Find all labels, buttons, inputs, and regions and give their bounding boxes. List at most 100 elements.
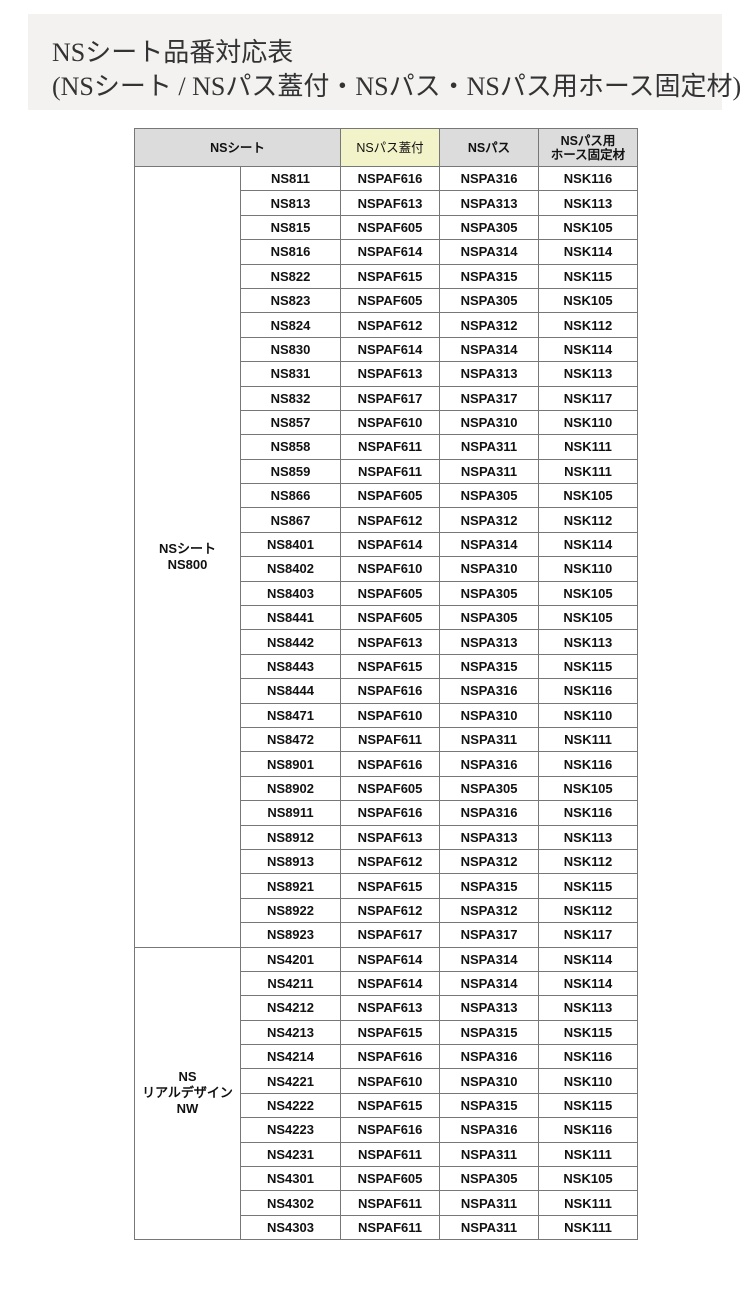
table-row: NSシート NS800 NS811 NSPAF616 NSPA316 NSK116 [134, 165, 638, 948]
pass-cell: NSPA316 [439, 751, 539, 777]
hose-fixing-cell: NSK115 [538, 1092, 638, 1119]
pass-cover-cell: NSPAF617 [340, 922, 440, 948]
pass-cover-cell: NSPAF616 [340, 1117, 440, 1143]
pass-cover-cell: NSPAF611 [340, 434, 440, 460]
sheet-model-cell: NS822 [240, 263, 341, 289]
pass-cover-cell: NSPAF616 [340, 800, 440, 826]
table-row: NS8402 NSPAF610 NSPA310 NSK110 [135, 556, 638, 582]
pass-cover-cell: NSPAF615 [340, 653, 440, 680]
hose-fixing-cell: NSK112 [538, 897, 638, 924]
pass-cell: NSPA314 [439, 970, 539, 997]
pass-cover-cell: NSPAF612 [340, 507, 440, 533]
pass-cover-cell: NSPAF612 [340, 897, 440, 924]
table-row: NS4301 NSPAF605 NSPA305 NSK105 [135, 1166, 638, 1192]
group-label-cell: NS リアルデザイン NW [134, 946, 241, 1241]
pass-cell: NSPA305 [439, 580, 539, 607]
pass-cover-cell: NSPAF611 [340, 1190, 440, 1216]
sheet-model-cell: NS830 [240, 336, 341, 363]
header-ns-sheet: NSシート [134, 128, 341, 167]
pass-cell: NSPA313 [439, 361, 539, 387]
table-row: NS857 NSPAF610 NSPA310 NSK110 [135, 409, 638, 436]
hose-fixing-cell: NSK116 [538, 1117, 638, 1143]
table-row: NS4302 NSPAF611 NSPA311 NSK111 [135, 1190, 638, 1216]
hose-fixing-cell: NSK110 [538, 556, 638, 582]
hose-fixing-cell: NSK114 [538, 946, 638, 972]
hose-fixing-cell: NSK112 [538, 507, 638, 533]
sheet-model-cell: NS8471 [240, 702, 341, 728]
hose-fixing-cell: NSK112 [538, 848, 638, 875]
pass-cell: NSPA315 [439, 263, 539, 289]
pass-cell: NSPA313 [439, 995, 539, 1021]
pass-cover-cell: NSPAF616 [340, 751, 440, 777]
pass-cover-cell: NSPAF617 [340, 385, 440, 411]
sheet-model-cell: NS831 [240, 361, 341, 387]
sheet-model-cell: NS8443 [240, 653, 341, 680]
pass-cell: NSPA311 [439, 434, 539, 460]
pass-cell: NSPA305 [439, 605, 539, 631]
pass-cell: NSPA305 [439, 775, 539, 802]
table-row: NS4211 NSPAF614 NSPA314 NSK114 [135, 970, 638, 997]
pass-cover-cell: NSPAF610 [340, 409, 440, 436]
header-hose-fixing: NSパス用 ホース固定材 [538, 128, 638, 167]
pass-cell: NSPA313 [439, 629, 539, 655]
table-row: NS8922 NSPAF612 NSPA312 NSK112 [135, 897, 638, 924]
pass-cover-cell: NSPAF611 [340, 1214, 440, 1241]
hose-fixing-cell: NSK116 [538, 1044, 638, 1070]
hose-fixing-cell: NSK105 [538, 580, 638, 607]
sheet-model-cell: NS857 [240, 409, 341, 436]
hose-fixing-cell: NSK113 [538, 190, 638, 216]
table-row: NS4223 NSPAF616 NSPA316 NSK116 [135, 1117, 638, 1143]
pass-cell: NSPA314 [439, 239, 539, 265]
header-hose-line2: ホース固定材 [550, 147, 626, 162]
pass-cover-cell: NSPAF611 [340, 726, 440, 753]
table-row: NS4231 NSPAF611 NSPA311 NSK111 [135, 1141, 638, 1168]
table-row: NS832 NSPAF617 NSPA317 NSK117 [135, 385, 638, 411]
table-row: NS823 NSPAF605 NSPA305 NSK105 [135, 287, 638, 314]
pass-cover-cell: NSPAF605 [340, 605, 440, 631]
pass-cell: NSPA315 [439, 1092, 539, 1119]
title-banner: NSシート品番対応表 (NSシート / NSパス蓋付・NSパス・NSパス用ホース… [28, 14, 741, 110]
table-row: NS リアルデザイン NW NS4201 NSPAF614 NSPA314 NSK114 [134, 946, 638, 1241]
pass-cover-cell: NSPAF610 [340, 1068, 440, 1094]
pass-cell: NSPA316 [439, 165, 539, 192]
pass-cell: NSPA311 [439, 1214, 539, 1241]
hose-fixing-cell: NSK105 [538, 775, 638, 802]
sheet-model-cell: NS4303 [240, 1214, 341, 1241]
sheet-model-cell: NS8922 [240, 897, 341, 924]
hose-fixing-cell: NSK114 [538, 239, 638, 265]
hose-fixing-cell: NSK105 [538, 1166, 638, 1192]
sheet-model-cell: NS8444 [240, 678, 341, 704]
hose-fixing-cell: NSK113 [538, 629, 638, 655]
group-label-cell: NSシート NS800 [134, 166, 241, 948]
table-row: NS4222 NSPAF615 NSPA315 NSK115 [135, 1092, 638, 1119]
hose-fixing-cell: NSK115 [538, 263, 638, 289]
pass-cover-cell: NSPAF616 [340, 165, 440, 192]
hose-fixing-cell: NSK117 [538, 385, 638, 411]
pass-cover-cell: NSPAF605 [340, 214, 440, 241]
hose-fixing-cell: NSK111 [538, 1214, 638, 1241]
pass-cell: NSPA313 [439, 190, 539, 216]
group-label-line: NS800 [167, 556, 208, 572]
sheet-model-cell: NS8402 [240, 556, 341, 582]
sheet-model-cell: NS8902 [240, 775, 341, 802]
group-label-line: NW [176, 1101, 199, 1117]
sheet-model-cell: NS832 [240, 385, 341, 411]
hose-fixing-cell: NSK115 [538, 873, 638, 899]
hose-fixing-cell: NSK114 [538, 531, 638, 558]
sheet-model-cell: NS4212 [240, 995, 341, 1021]
pass-cell: NSPA312 [439, 848, 539, 875]
hose-fixing-cell: NSK113 [538, 824, 638, 850]
part-number-table: NSシート NSパス蓋付 NSパス NSパス用 ホース固定材 NSシート NS800… [134, 128, 638, 1241]
sheet-model-cell: NS824 [240, 312, 341, 338]
pass-cell: NSPA311 [439, 458, 539, 485]
table-row: NS830 NSPAF614 NSPA314 NSK114 [135, 336, 638, 363]
table-row: NS858 NSPAF611 NSPA311 NSK111 [135, 434, 638, 460]
sheet-model-cell: NS8441 [240, 605, 341, 631]
pass-cover-cell: NSPAF613 [340, 190, 440, 216]
pass-cover-cell: NSPAF610 [340, 702, 440, 728]
pass-cover-cell: NSPAF605 [340, 775, 440, 802]
pass-cell: NSPA312 [439, 312, 539, 338]
table-row: NS8444 NSPAF616 NSPA316 NSK116 [135, 678, 638, 704]
hose-fixing-cell: NSK111 [538, 1190, 638, 1216]
hose-fixing-cell: NSK115 [538, 1019, 638, 1046]
